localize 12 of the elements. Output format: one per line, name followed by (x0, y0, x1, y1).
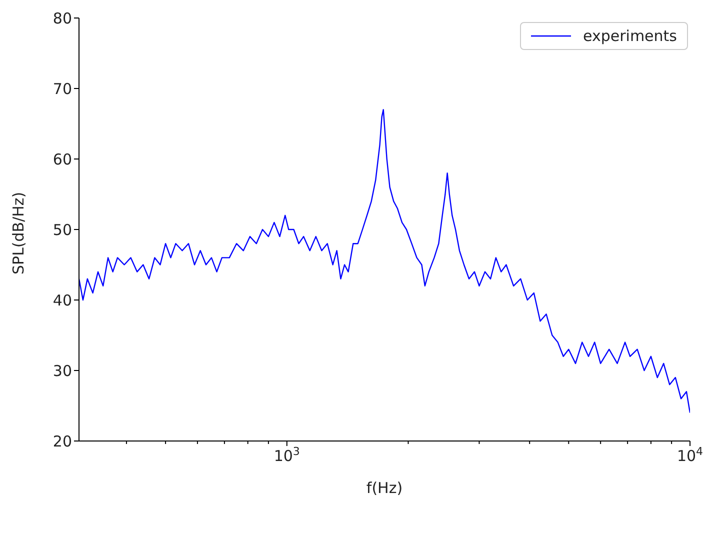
x-axis-title: f(Hz) (366, 479, 403, 497)
y-tick-label: 60 (52, 150, 72, 168)
y-tick-label: 80 (52, 9, 72, 28)
x-tick-label: 10$^{4}$ (676, 444, 704, 465)
y-tick-label: 50 (52, 220, 72, 239)
y-axis-title: SPL(dB/Hz) (9, 192, 28, 274)
legend-label: experiments (583, 27, 677, 45)
x-tick-label: 10$^{3}$ (274, 444, 300, 465)
y-tick-label: 20 (52, 432, 72, 450)
y-tick-label: 70 (52, 80, 72, 98)
y-tick-label: 40 (52, 291, 72, 310)
y-tick-label: 30 (52, 362, 72, 380)
